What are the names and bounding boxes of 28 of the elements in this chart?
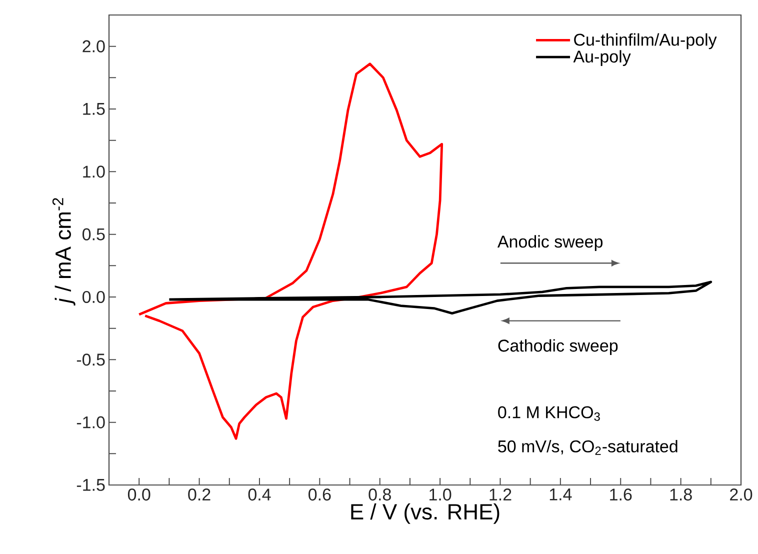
- annotation: 0.1 M KHCO$_{3}$: [498, 406, 600, 421]
- annotation: Anodic sweep: [497, 235, 603, 252]
- line-series: [138, 62, 444, 440]
- y-tick-label: 1.0: [83, 166, 105, 178]
- y-tick-label: 0.0: [82, 290, 105, 304]
- x-tick-label: 0.2: [188, 488, 210, 501]
- x-tick-label: 0.0: [128, 488, 150, 501]
- x-tick-label: 1.6: [610, 488, 632, 501]
- x-tick-label: 0.4: [248, 488, 271, 501]
- x-tick-label: 2.0: [730, 488, 752, 501]
- y-tick-label: -0.5: [76, 354, 105, 366]
- x-tick-label: 1.8: [670, 488, 692, 501]
- x-axis-title: E / V (vs. RHE): [351, 503, 500, 524]
- x-tick-label: 1.4: [550, 488, 572, 500]
- x-tick-label: 0.8: [368, 488, 391, 501]
- legend-label: Au-poly: [573, 50, 631, 66]
- y-axis-title: j / mA cm$^{-2}$: [52, 198, 76, 306]
- x-tick-label: 0.6: [308, 488, 331, 501]
- y-tick-label: -1.5: [76, 479, 105, 491]
- annotation: Cathodic sweep: [498, 339, 618, 356]
- legend-label: Cu-thinfilm/Au-poly: [574, 33, 717, 50]
- y-tick-label: 2.0: [82, 40, 105, 52]
- x-tick-label: 1.2: [490, 488, 512, 500]
- annotation: 50 mV/s, CO$_{2}$-saturated: [498, 440, 678, 455]
- y-tick-label: 0.5: [82, 228, 105, 240]
- y-tick-label: 1.5: [83, 103, 105, 115]
- y-tick-label: -1.0: [76, 416, 105, 428]
- x-tick-label: 1.0: [430, 488, 452, 501]
